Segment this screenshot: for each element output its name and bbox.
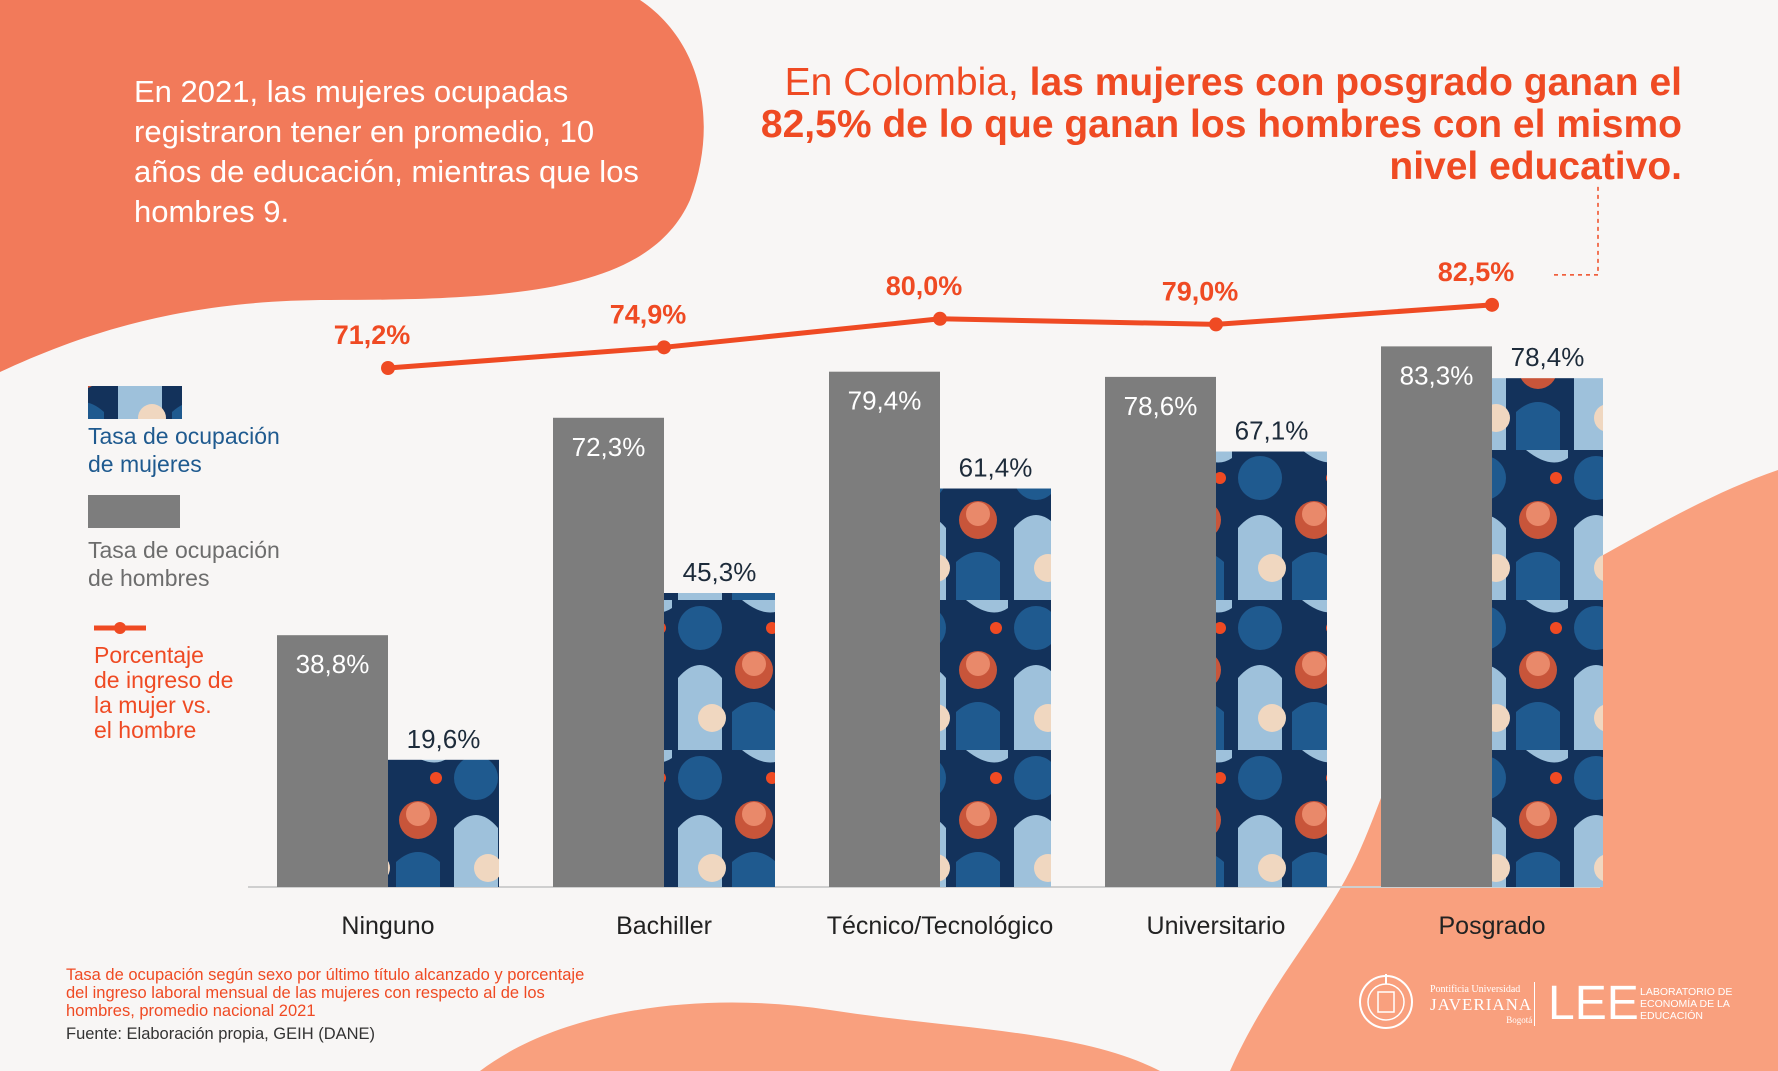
line-point-label: 79,0% — [1162, 276, 1239, 306]
bar-men-label: 72,3% — [572, 432, 646, 462]
bar-men — [829, 371, 940, 888]
chart-caption: Tasa de ocupación según sexo por último … — [66, 966, 585, 1020]
bar-women-label: 19,6% — [407, 724, 481, 754]
bar-men — [553, 417, 664, 887]
line-point — [1485, 297, 1499, 312]
bar-women — [1492, 378, 1603, 887]
bottom-blob — [480, 1002, 1160, 1071]
bar-women-label: 61,4% — [959, 453, 1033, 483]
bar-women — [664, 593, 775, 887]
bar-men-label: 79,4% — [848, 386, 922, 416]
bar-women-label: 67,1% — [1235, 416, 1309, 446]
lee-wordmark: LEE — [1548, 977, 1639, 1030]
headline-lead: En Colombia, — [784, 61, 1019, 104]
line-point-label: 80,0% — [886, 271, 963, 301]
bar-men-label: 83,3% — [1400, 360, 1474, 390]
legend-men-swatch — [88, 495, 180, 528]
bar-men — [1105, 376, 1216, 887]
legend-women-label: Tasa de ocupación de mujeres — [88, 423, 280, 477]
line-point — [933, 311, 947, 326]
intro-text: En 2021, las mujeres ocupadas registraro… — [134, 74, 639, 229]
line-point-label: 82,5% — [1438, 257, 1515, 287]
x-tick-label: Bachiller — [616, 912, 712, 940]
bar-women — [388, 759, 499, 887]
bar-men — [1381, 346, 1492, 887]
top-left-blob — [0, 0, 704, 372]
x-tick-label: Universitario — [1147, 912, 1286, 940]
bar-men-label: 38,8% — [296, 649, 370, 679]
bar-men-label: 78,6% — [1124, 391, 1198, 421]
line-point — [1209, 317, 1223, 332]
university-name: Pontificia Universidad JAVERIANA Bogotá — [1430, 984, 1533, 1025]
legend-women: Tasa de ocupación de mujeres — [88, 422, 308, 478]
x-tick-label: Ninguno — [341, 912, 434, 940]
line-point-label: 74,9% — [610, 299, 687, 329]
legend-line: Porcentaje de ingreso de la mujer vs. el… — [94, 643, 234, 743]
legend-line-marker — [114, 622, 126, 634]
university-seal-icon — [1359, 974, 1413, 1029]
headline-callout-line — [1554, 184, 1599, 276]
headline-bold: las mujeres con posgrado ganan el 82,5% … — [760, 61, 1682, 188]
bar-women — [940, 488, 1051, 887]
bar-men — [277, 635, 388, 887]
headline: En Colombia, las mujeres con posgrado ga… — [742, 62, 1682, 188]
legend-men-label: Tasa de ocupación de hombres — [88, 537, 280, 591]
university-logo: Pontificia Universidad JAVERIANA Bogotá — [1348, 970, 1538, 1030]
logo-divider — [1534, 982, 1535, 1026]
bar-women — [1216, 451, 1327, 887]
legend-line-label: Porcentaje de ingreso de la mujer vs. el… — [94, 642, 234, 743]
legend-men: Tasa de ocupación de hombres — [88, 536, 308, 592]
line-point-label: 71,2% — [334, 320, 411, 350]
legend-women-swatch — [88, 386, 182, 419]
lee-description: LABORATORIO DE ECONOMÍA DE LA EDUCACIÓN — [1640, 986, 1733, 1022]
line-point — [381, 361, 395, 375]
x-tick-label: Posgrado — [1438, 912, 1545, 940]
line-point — [657, 340, 671, 355]
x-tick-label: Técnico/Tecnológico — [827, 912, 1054, 940]
bar-women-label: 45,3% — [683, 557, 757, 587]
bar-women-label: 78,4% — [1511, 342, 1585, 372]
chart-source: Fuente: Elaboración propia, GEIH (DANE) — [66, 1025, 376, 1043]
